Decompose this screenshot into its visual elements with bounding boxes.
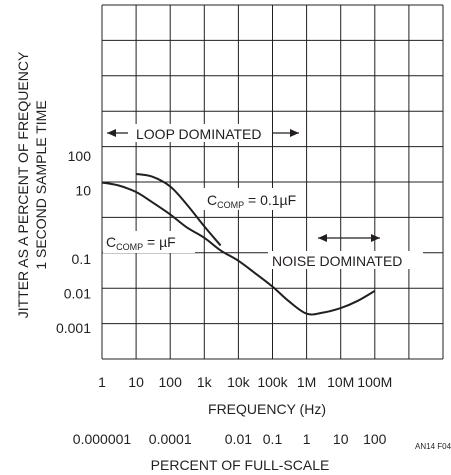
x-tick-label: 100M	[357, 374, 392, 390]
loop-dominated-arrow	[107, 129, 299, 137]
x2-tick-label: 0.1	[263, 431, 283, 447]
y-tick-label: 0.1	[72, 251, 92, 267]
x-tick-label: 1k	[197, 374, 213, 390]
x2-axis-label: PERCENT OF FULL-SCALE	[151, 457, 330, 473]
y-tick-label: 0.001	[56, 320, 91, 336]
x2-tick-label: 1	[303, 431, 311, 447]
x-tick-label: 100	[159, 374, 183, 390]
x-tick-label: 10M	[327, 374, 354, 390]
x2-tick-label: 10	[333, 431, 349, 447]
noise-dominated-label: NOISE DOMINATED	[272, 253, 402, 269]
x-tick-labels: 1 10 100 1k 10k 100k 1M 10M 100M	[98, 374, 392, 390]
figure-id: AN14 F04	[415, 442, 451, 451]
x-tick-label: 10	[128, 374, 144, 390]
y-tick-label: 100	[68, 148, 92, 164]
noise-dominated-arrow	[318, 234, 380, 242]
y-axis-label-line1: JITTER AS A PERCENT OF FREQUENCY	[15, 51, 31, 318]
x-tick-label: 100k	[257, 374, 288, 390]
x-tick-label: 1M	[297, 374, 316, 390]
ccomp-0p1uf-label: CCOMP = 0.1µF	[207, 192, 296, 210]
x2-tick-label: 0.000001	[73, 431, 132, 447]
x-tick-label: 10k	[227, 374, 251, 390]
ccomp-uf-label: CCOMP = µF	[106, 234, 176, 252]
loop-dominated-label: LOOP DOMINATED	[136, 126, 262, 142]
plot-grid	[101, 4, 444, 360]
x2-tick-label: 0.01	[225, 431, 252, 447]
x-axis-label: FREQUENCY (Hz)	[208, 401, 326, 417]
x2-tick-labels: 0.000001 0.0001 0.01 0.1 1 10 100	[73, 431, 387, 447]
y-tick-label: 10	[75, 182, 91, 198]
x-tick-label: 1	[98, 374, 106, 390]
series-line-2	[135, 173, 222, 247]
y-axis-label-line2: 1 SECOND SAMPLE TIME	[33, 100, 49, 269]
y-tick-label: 0.01	[64, 286, 91, 302]
x2-tick-label: 100	[363, 431, 387, 447]
series-group	[101, 173, 376, 316]
x2-tick-label: 0.0001	[149, 431, 192, 447]
y-tick-labels: 100 10 0.1 0.01 0.001	[56, 148, 91, 336]
series-line-1	[101, 181, 376, 316]
